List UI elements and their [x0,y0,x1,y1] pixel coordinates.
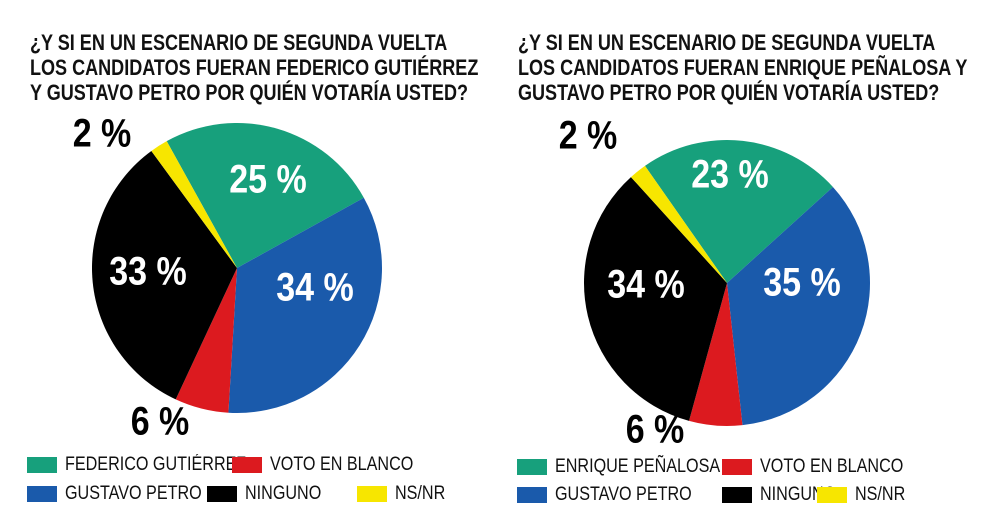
legend-item: GUSTAVO PETRO [517,484,716,506]
data-label: 23 % [691,151,768,196]
legend-swatch [817,487,847,503]
legend-swatch [722,487,752,503]
title-line: LOS CANDIDATOS FUERAN FEDERICO GUTIÉRREZ [30,55,479,80]
legend-item: NS/NR [357,483,454,505]
data-label: 6 % [626,406,685,451]
legend-item: NINGUNO [207,483,335,505]
legend-swatch [27,457,57,473]
title-line: Y GUSTAVO PETRO POR QUIÉN VOTARÍA USTED? [30,80,469,105]
data-label: 25 % [229,156,306,201]
legend-swatch [517,459,547,475]
legend-label: NS/NR [855,484,906,505]
legend-label: NINGUNO [245,483,322,504]
legend-item: VOTO EN BLANCO [232,454,439,476]
legend-label: GUSTAVO PETRO [555,484,692,505]
legend-label: NS/NR [395,483,446,504]
data-label: 2 % [559,112,618,157]
pie-slice-voto-en-blanco [175,268,237,413]
data-label: 35 % [763,259,840,304]
legend-swatch [517,487,547,503]
chart-2-title: ¿Y SI EN UN ESCENARIO DE SEGUNDA VUELTA … [518,30,967,105]
legend-swatch [27,486,57,502]
pie-slice-ninguno [584,177,727,421]
pie-slice-voto-en-blanco [689,283,743,426]
chart-1-title: ¿Y SI EN UN ESCENARIO DE SEGUNDA VUELTA … [30,30,478,105]
pie-slice-ninguno [91,150,238,400]
pie-slice-ns-nr [630,165,727,283]
data-label: 34 % [607,261,684,306]
legend-item: GUSTAVO PETRO [27,483,226,505]
title-line: GUSTAVO PETRO POR QUIÉN VOTARÍA USTED? [518,80,940,105]
title-line: ¿Y SI EN UN ESCENARIO DE SEGUNDA VUELTA [518,30,936,55]
legend-swatch [232,457,262,473]
legend-label: GUSTAVO PETRO [65,483,202,504]
legend-swatch [207,486,237,502]
legend-label: FEDERICO GUTIÉRREZ [65,454,247,475]
legend-label: VOTO EN BLANCO [270,454,414,475]
legend-swatch [722,459,752,475]
legend-item: FEDERICO GUTIÉRREZ [27,454,278,476]
data-label: 33 % [109,248,186,293]
legend-item: VOTO EN BLANCO [722,456,929,478]
title-line: ¿Y SI EN UN ESCENARIO DE SEGUNDA VUELTA [30,30,448,55]
pie-slice-gustavo-petro [727,186,870,426]
legend-item: NS/NR [817,484,914,506]
pie-slice-gustavo-petro [228,197,382,413]
data-label: 34 % [276,264,353,309]
data-label: 6 % [131,398,190,443]
pie-slice-enrique-pe-alosa [644,139,833,283]
title-line: LOS CANDIDATOS FUERAN ENRIQUE PEÑALOSA Y [518,55,968,80]
legend-swatch [357,486,387,502]
data-label: 2 % [73,110,132,155]
legend-item: ENRIQUE PEÑALOSA [517,456,749,478]
pie-slice-federico-guti-rrez [166,123,364,268]
legend-label: ENRIQUE PEÑALOSA [555,456,721,477]
legend-label: VOTO EN BLANCO [760,456,904,477]
pie-slice-ns-nr [151,141,237,268]
